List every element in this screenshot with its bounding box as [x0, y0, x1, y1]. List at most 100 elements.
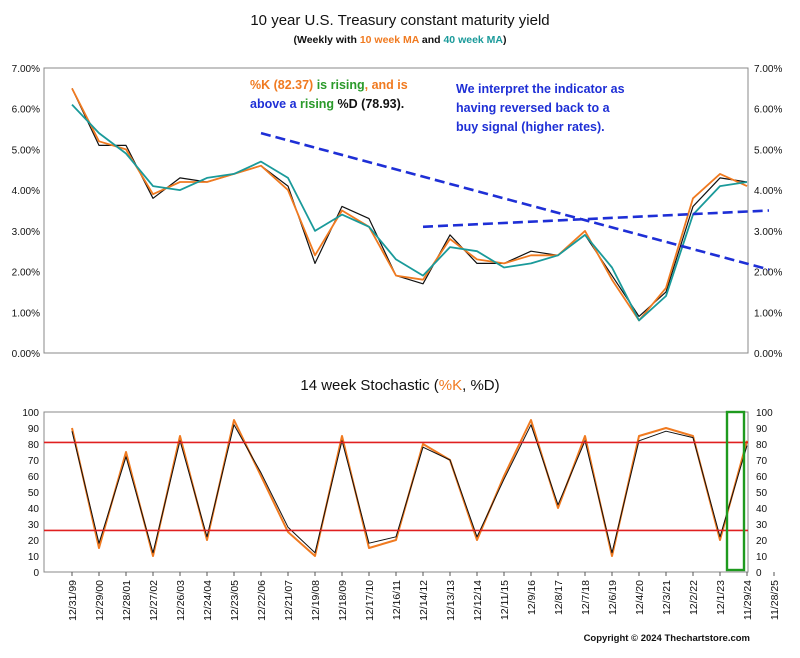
stoch-ytick-right: 90: [756, 424, 768, 435]
stoch-ytick-right: 0: [756, 568, 762, 579]
main-ytick-left: 0.00%: [12, 349, 40, 360]
xtick-label: 12/31/99: [67, 580, 79, 621]
stoch-title-suffix: ): [495, 377, 500, 394]
copyright-text: Copyright © 2024 Thechartstore.com: [584, 633, 750, 644]
main-ytick-left: 7.00%: [12, 64, 40, 75]
stoch-title-d: %D: [470, 377, 494, 394]
xtick-label: 12/12/14: [472, 580, 484, 621]
main-ytick-right: 1.00%: [754, 308, 782, 319]
annotation-line-0: %K (82.37) is rising, and is: [250, 78, 408, 92]
annotation-run: is rising: [317, 78, 365, 92]
trendline-0: [260, 131, 770, 271]
stoch-ytick-right: 50: [756, 488, 768, 499]
xtick-label: 12/24/04: [202, 580, 214, 621]
xtick-label: 12/18/09: [337, 580, 349, 621]
stoch-ytick-left: 30: [28, 520, 40, 531]
xtick-label: 12/21/07: [283, 580, 295, 621]
xtick-label: 12/6/19: [607, 580, 619, 615]
xtick-label: 12/9/16: [526, 580, 538, 615]
annotation-line-3: having reversed back to a: [456, 101, 611, 115]
stoch-ytick-right: 40: [756, 504, 768, 515]
main-ytick-left: 4.00%: [12, 186, 40, 197]
xtick-label: 12/26/03: [175, 580, 187, 621]
stoch-ytick-left: 90: [28, 424, 40, 435]
xtick-label: 12/3/21: [661, 580, 673, 615]
stoch-ytick-right: 30: [756, 520, 768, 531]
xtick-label: 12/16/11: [391, 580, 403, 620]
main-ytick-right: 7.00%: [754, 64, 782, 75]
trendline-1: [422, 209, 770, 229]
stoch-ytick-left: 50: [28, 488, 40, 499]
xtick-label: 12/2/22: [688, 580, 700, 615]
xtick-label: 12/23/05: [229, 580, 241, 621]
xtick-label: 12/22/06: [256, 580, 268, 621]
stoch-ytick-left: 20: [28, 536, 40, 547]
xtick-label: 12/4/20: [634, 580, 646, 615]
stoch-title-prefix: 14 week Stochastic (: [300, 377, 438, 394]
annotation-run: %K (82.37): [250, 78, 317, 92]
stoch-ytick-left: 70: [28, 456, 40, 467]
stoch-title-sep: ,: [462, 377, 470, 394]
stochastic-plot-area: [43, 411, 749, 573]
annotation-run: , and is: [365, 78, 408, 92]
main-ytick-right: 4.00%: [754, 186, 782, 197]
stoch-ytick-left: 80: [28, 440, 40, 451]
xtick-label: 12/28/01: [121, 580, 133, 621]
stoch-ytick-left: 0: [33, 568, 39, 579]
stoch-highlight-box: [725, 410, 746, 572]
main-ytick-right: 6.00%: [754, 105, 782, 116]
yield-series-line-1: [71, 87, 748, 322]
main-ytick-right: 5.00%: [754, 145, 782, 156]
annotation-run: We interpret the indicator as: [456, 82, 625, 96]
main-ytick-right: 0.00%: [754, 349, 782, 360]
main-ytick-left: 5.00%: [12, 145, 40, 156]
xtick-label: 12/8/17: [553, 580, 565, 615]
annotation-run: above a: [250, 97, 300, 111]
main-ytick-left: 1.00%: [12, 308, 40, 319]
xtick-label: 12/1/23: [715, 580, 727, 615]
subtitle-mid: and: [419, 34, 444, 46]
subtitle-suffix: ): [503, 34, 507, 46]
annotation-line-1: above a rising %D (78.93).: [250, 97, 404, 111]
annotation-run: having reversed back to a: [456, 101, 611, 115]
stoch-ytick-right: 70: [756, 456, 768, 467]
xtick-label: 12/29/00: [94, 580, 106, 621]
xtick-label: 12/17/10: [364, 580, 376, 621]
main-chart-title: 10 year U.S. Treasury constant maturity …: [250, 12, 549, 29]
xtick-label: 11/28/25: [769, 580, 781, 620]
main-ytick-left: 3.00%: [12, 227, 40, 238]
xtick-label: 12/7/18: [580, 580, 592, 615]
stoch-ytick-left: 60: [28, 472, 40, 483]
stoch-ytick-left: 40: [28, 504, 40, 515]
stoch-ytick-left: 100: [22, 408, 39, 419]
subtitle-prefix: (Weekly with: [293, 34, 359, 46]
stoch-title-k: %K: [439, 377, 462, 394]
xtick-label: 12/19/08: [310, 580, 322, 621]
annotation-run: %D (78.93).: [338, 97, 405, 111]
stoch-ytick-right: 100: [756, 408, 773, 419]
annotation-line-2: We interpret the indicator as: [456, 82, 625, 96]
stochastic-series-line-1: [71, 424, 748, 554]
main-chart-subtitle: (Weekly with 10 week MA and 40 week MA): [293, 34, 506, 46]
xtick-label: 12/27/02: [148, 580, 160, 621]
yield-series-line-2: [71, 103, 748, 322]
main-ytick-right: 2.00%: [754, 268, 782, 279]
main-ytick-left: 2.00%: [12, 268, 40, 279]
stoch-ytick-right: 60: [756, 472, 768, 483]
annotation-line-4: buy signal (higher rates).: [456, 120, 605, 134]
xtick-label: 12/11/15: [499, 580, 511, 620]
xtick-label: 11/29/24: [742, 580, 754, 620]
stochastic-chart-title: 14 week Stochastic (%K, %D): [300, 377, 499, 394]
subtitle-ma40: 40 week MA: [443, 34, 503, 46]
stoch-ytick-left: 10: [28, 552, 40, 563]
main-ytick-right: 3.00%: [754, 227, 782, 238]
xtick-label: 12/13/13: [445, 580, 457, 621]
subtitle-ma10: 10 week MA: [360, 34, 420, 46]
annotation-run: buy signal (higher rates).: [456, 120, 605, 134]
xtick-label: 12/14/12: [418, 580, 430, 621]
stoch-ytick-right: 10: [756, 552, 768, 563]
main-ytick-left: 6.00%: [12, 105, 40, 116]
stoch-ytick-right: 80: [756, 440, 768, 451]
